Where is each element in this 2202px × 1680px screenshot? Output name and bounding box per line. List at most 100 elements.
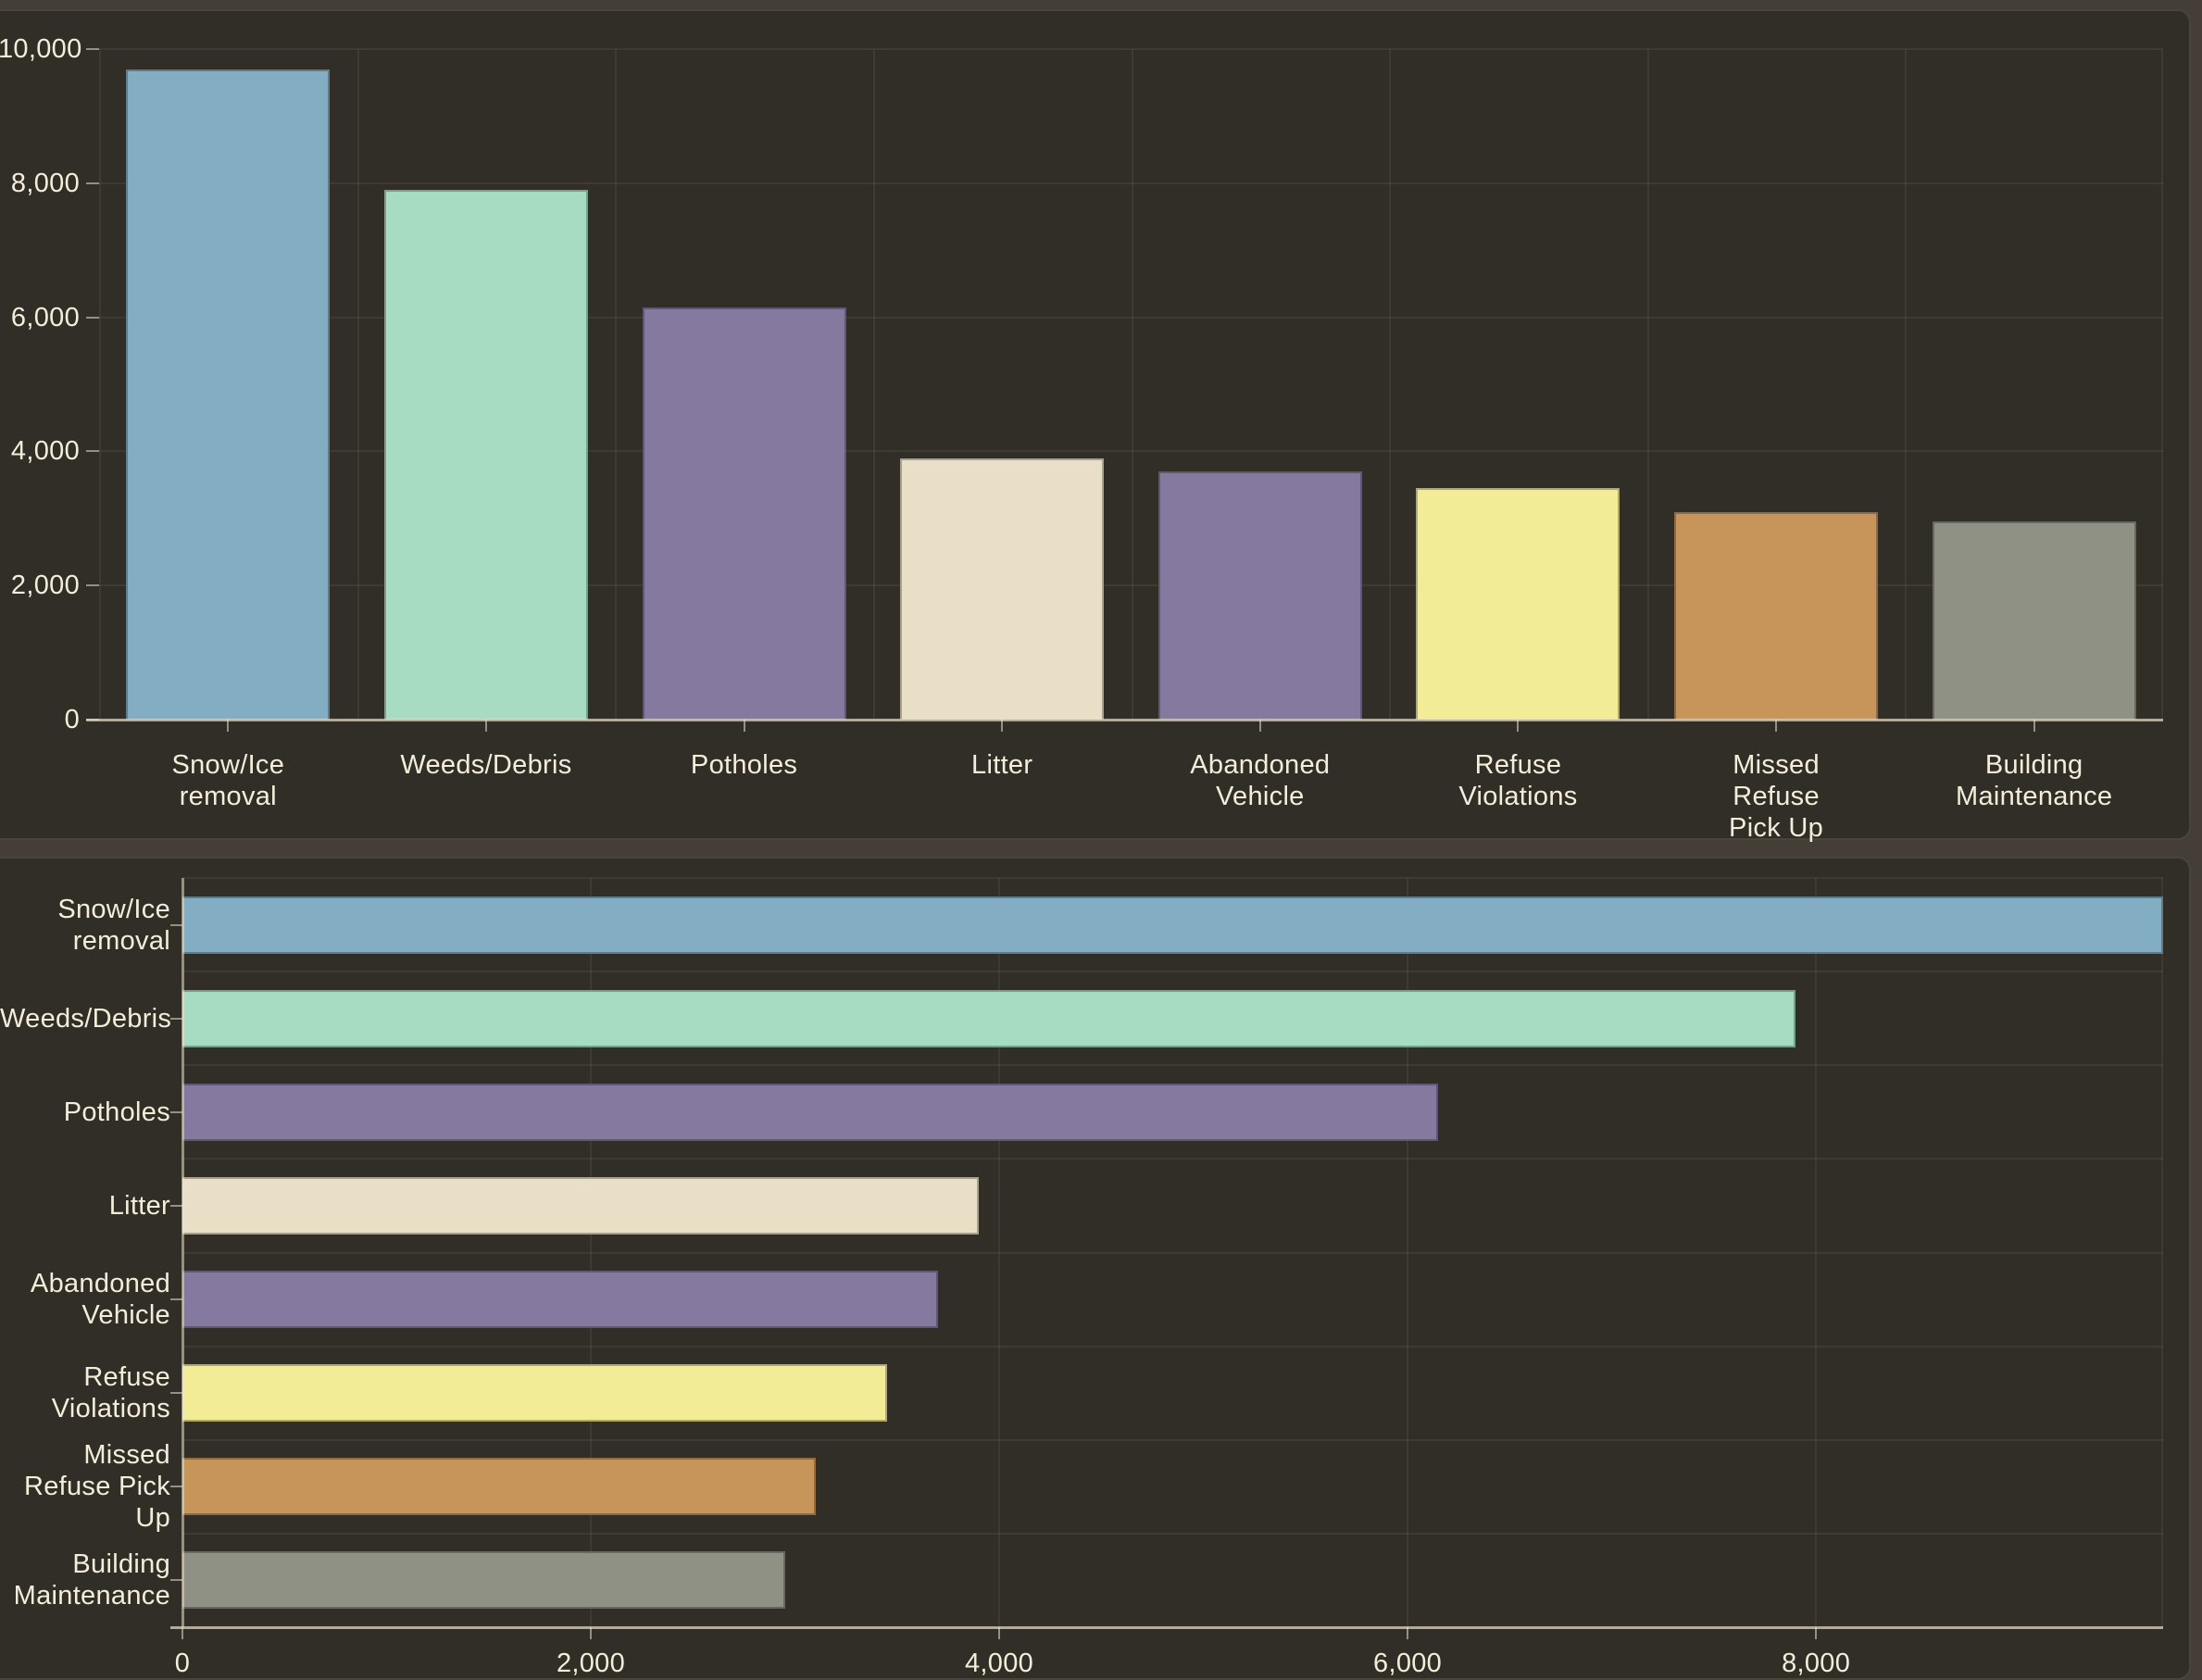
- bar-refuse-violations[interactable]: [182, 1364, 887, 1423]
- gridline: [182, 1345, 2163, 1348]
- bar-litter[interactable]: [182, 1176, 979, 1235]
- x-axis-tick: [743, 720, 745, 732]
- gridline: [182, 1251, 2163, 1254]
- x-axis-tick: [484, 720, 487, 732]
- category-label-building-maintenance: Building Maintenance: [0, 1548, 170, 1611]
- bar-refuse-violations[interactable]: [1416, 488, 1620, 720]
- bar-chart-plot: Snow/Ice removal Weeds/Debris Potholes Litte…: [0, 877, 2163, 1678]
- x-axis-tick: [2033, 720, 2035, 732]
- gridline: [1131, 49, 1133, 720]
- x-axis-tick-label: 4,000: [965, 1649, 1034, 1678]
- category-label-line: Building: [72, 1549, 170, 1580]
- y-axis-tick: [86, 316, 99, 319]
- x-axis-tick: [1815, 1627, 1818, 1639]
- x-axis-tick-label: 2,000: [556, 1649, 626, 1678]
- category-label-line: Potholes: [690, 750, 798, 780]
- bar-potholes[interactable]: [642, 307, 846, 720]
- category-label-line: Snow/Ice: [171, 750, 285, 780]
- x-axis-tick: [181, 1627, 183, 1639]
- x-axis-tick: [1258, 720, 1261, 732]
- gridline: [182, 1438, 2163, 1441]
- bar-building-maintenance[interactable]: [182, 1551, 785, 1610]
- x-axis-tick: [590, 1627, 593, 1639]
- category-label-line: Weeds/Debris: [0, 1003, 172, 1034]
- gridline: [590, 878, 593, 1627]
- y-axis-tick-label: 2,000: [10, 570, 80, 601]
- category-label-missed-refuse-pick-up: Missed Refuse Pick Up: [0, 1439, 170, 1534]
- gridline: [99, 584, 2163, 587]
- category-label-line: Abandoned: [1190, 750, 1331, 780]
- x-axis-tick: [1001, 720, 1004, 732]
- y-axis-tick: [170, 923, 182, 926]
- bar-snow-ice-removal[interactable]: [182, 896, 2163, 954]
- bar-abandoned-vehicle[interactable]: [1157, 471, 1362, 720]
- category-label-building-maintenance: Building Maintenance: [1905, 749, 2163, 812]
- category-label-line: Vehicle: [1216, 782, 1305, 811]
- gridline: [998, 878, 1001, 1627]
- category-label-line: Weeds/Debris: [400, 750, 572, 780]
- column-chart-panel: 0 2,000 4,000 6,000 8,000 10,000 Snow/Ice remov…: [0, 9, 2191, 843]
- category-label-line: Pick Up: [1729, 813, 1824, 843]
- gridline: [99, 316, 2163, 319]
- y-axis-tick: [170, 1110, 182, 1113]
- gridline: [99, 450, 2163, 453]
- bar-missed-refuse-pick-up[interactable]: [1674, 511, 1879, 720]
- bar-missed-refuse-pick-up[interactable]: [182, 1458, 816, 1516]
- x-axis-tick: [1517, 720, 1520, 732]
- y-axis-tick-label: 4,000: [10, 436, 80, 467]
- gridline: [1407, 878, 1409, 1627]
- category-label-line: removal: [179, 782, 277, 811]
- gridline: [872, 49, 875, 720]
- y-axis-tick: [170, 1298, 182, 1301]
- category-label-abandoned-vehicle: Abandoned Vehicle: [1132, 749, 1390, 812]
- gridline: [1815, 878, 1818, 1627]
- category-label-refuse-violations: Refuse Violations: [1389, 749, 1647, 812]
- gridline: [1389, 49, 1392, 720]
- category-label-litter: Litter: [873, 749, 1132, 781]
- category-label-snow-ice-removal: Snow/Ice removal: [99, 749, 357, 812]
- x-axis-line: [86, 719, 2163, 721]
- gridline: [99, 48, 2163, 50]
- y-axis-tick: [170, 1392, 182, 1395]
- y-axis-tick: [170, 1204, 182, 1207]
- category-label-refuse-violations: Refuse Violations: [0, 1361, 170, 1424]
- y-axis-tick: [170, 1579, 182, 1582]
- gridline: [99, 182, 2163, 184]
- category-label-litter: Litter: [0, 1190, 170, 1222]
- x-axis-tick-label: 0: [174, 1649, 191, 1678]
- category-label-line: Abandoned: [30, 1269, 170, 1299]
- y-axis-tick-label: 0: [64, 705, 80, 734]
- category-label-line: Up: [135, 1503, 170, 1534]
- bar-weeds-debris[interactable]: [383, 190, 588, 720]
- category-label-line: Potholes: [63, 1097, 170, 1127]
- bar-abandoned-vehicle[interactable]: [182, 1271, 938, 1329]
- category-label-potholes: Potholes: [0, 1097, 170, 1128]
- category-label-missed-refuse-pick-up: Missed Refuse Pick Up: [1647, 749, 1906, 844]
- gridline: [182, 1064, 2163, 1067]
- bar-potholes[interactable]: [182, 1083, 1439, 1141]
- category-label-abandoned-vehicle: Abandoned Vehicle: [0, 1268, 170, 1331]
- category-label-line: Litter: [971, 750, 1033, 780]
- category-label-line: Building: [1984, 750, 2083, 780]
- y-axis-tick: [86, 450, 99, 453]
- y-axis-tick: [86, 182, 99, 184]
- x-axis-line: [170, 1626, 2163, 1629]
- category-label-line: Violations: [51, 1394, 170, 1424]
- y-axis-tick: [86, 584, 99, 587]
- x-axis-tick: [1407, 1627, 1409, 1639]
- category-label-weeds-debris: Weeds/Debris: [357, 749, 616, 781]
- y-axis-tick-label: 10,000: [0, 34, 82, 64]
- bar-building-maintenance[interactable]: [1932, 521, 2136, 720]
- y-axis-tick: [170, 1486, 182, 1488]
- x-axis-tick: [998, 1627, 1001, 1639]
- category-label-line: Vehicle: [81, 1300, 170, 1331]
- column-chart-plot: 0 2,000 4,000 6,000 8,000 10,000 Snow/Ice remov…: [0, 34, 2163, 843]
- category-label-line: Maintenance: [13, 1581, 170, 1611]
- bar-snow-ice-removal[interactable]: [126, 69, 331, 720]
- gridline: [1646, 49, 1649, 720]
- category-label-line: Violations: [1458, 782, 1578, 811]
- bar-weeds-debris[interactable]: [182, 989, 1796, 1047]
- bar-litter[interactable]: [900, 458, 1105, 720]
- gridline: [2161, 878, 2163, 1627]
- x-axis-tick: [227, 720, 230, 732]
